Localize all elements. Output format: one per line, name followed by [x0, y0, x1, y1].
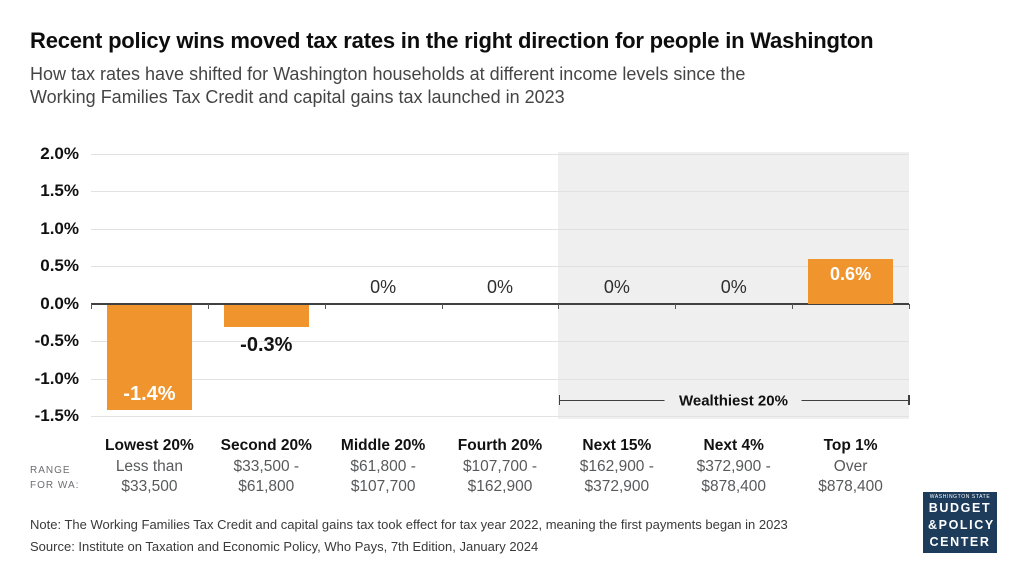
range-row-header-line1: RANGE	[30, 465, 71, 476]
bar	[223, 304, 309, 328]
income-range-label: $372,900 - $878,400	[696, 458, 771, 495]
bar-value-label: 0%	[603, 276, 630, 297]
bar: -1.4%	[106, 304, 192, 410]
income-range-label: $107,700 - $162,900	[462, 458, 538, 495]
bar-value-label: -0.3%	[240, 334, 293, 357]
bar: 0.6%	[808, 258, 894, 304]
gridline	[91, 416, 909, 418]
bar-value-label: -1.4%	[123, 382, 176, 405]
note-text: Note: The Working Families Tax Credit an…	[30, 517, 788, 532]
income-range-label: $162,900 - $372,900	[579, 458, 654, 495]
bar-value-label: 0%	[720, 276, 747, 297]
chart-subtitle-line2: Working Families Tax Credit and capital …	[30, 87, 565, 107]
wealthiest-bracket-left-tick	[558, 395, 561, 405]
category-label: Top 1%	[823, 437, 878, 454]
chart-title: Recent policy wins moved tax rates in th…	[30, 28, 874, 53]
range-row-header-line2: FOR WA:	[30, 480, 80, 491]
logo-line2: &POLICY	[928, 518, 995, 532]
y-axis-tick-label: 1.0%	[40, 218, 79, 238]
income-range-label: $61,800 - $107,700	[350, 458, 416, 495]
bar-value-label: 0%	[370, 276, 397, 297]
axis-tick	[91, 303, 92, 309]
income-range-label: $33,500 - $61,800	[233, 458, 300, 495]
axis-tick	[675, 303, 677, 309]
chart-subtitle-line1: How tax rates have shifted for Washingto…	[30, 64, 746, 84]
category-label: Fourth 20%	[457, 437, 543, 454]
axis-tick	[207, 303, 209, 309]
income-range-label: Less than $33,500	[115, 458, 184, 495]
bar-value-label: 0.6%	[830, 263, 872, 284]
category-label: Next 4%	[703, 437, 764, 454]
y-axis-tick-label: -1.5%	[34, 406, 79, 426]
axis-tick	[558, 303, 560, 309]
category-label: Lowest 20%	[105, 437, 194, 454]
gridline	[91, 341, 909, 343]
zero-axis-line	[91, 302, 909, 305]
y-axis-tick-label: -0.5%	[34, 331, 79, 351]
axis-tick	[324, 303, 326, 309]
wealthiest-bracket-label: Wealthiest 20%	[664, 392, 802, 409]
gridline	[91, 228, 909, 230]
axis-tick	[909, 303, 910, 309]
category-label: Middle 20%	[340, 437, 426, 454]
logo-line1: BUDGET	[928, 501, 992, 515]
chart-subtitle: How tax rates have shifted for Washingto…	[30, 63, 930, 109]
logo-tagline: WASHINGTON STATE	[929, 494, 991, 500]
source-text: Source: Institute on Taxation and Econom…	[30, 539, 539, 554]
axis-tick	[441, 303, 443, 309]
gridline	[91, 266, 909, 268]
y-axis-tick-label: 0.5%	[40, 256, 79, 276]
y-axis-tick-label: 2.0%	[40, 143, 79, 163]
gridline	[91, 191, 909, 193]
y-axis-tick-label: -1.0%	[34, 368, 79, 388]
range-row-header: RANGE FOR WA:	[30, 463, 79, 493]
axis-tick	[792, 303, 794, 309]
org-logo: WASHINGTON STATE BUDGET &POLICY CENTER	[923, 492, 997, 553]
wealthiest-bracket-right-tick	[908, 395, 910, 405]
logo-line3: CENTER	[929, 535, 991, 549]
gridline	[91, 153, 909, 155]
gridline	[91, 378, 909, 380]
category-label: Second 20%	[220, 437, 312, 454]
category-label: Next 15%	[582, 437, 652, 454]
income-range-label: Over $878,400	[818, 458, 883, 495]
bar-value-label: 0%	[486, 276, 514, 297]
y-axis-tick-label: 1.5%	[40, 181, 79, 201]
y-axis-tick-label: 0.0%	[40, 293, 79, 313]
